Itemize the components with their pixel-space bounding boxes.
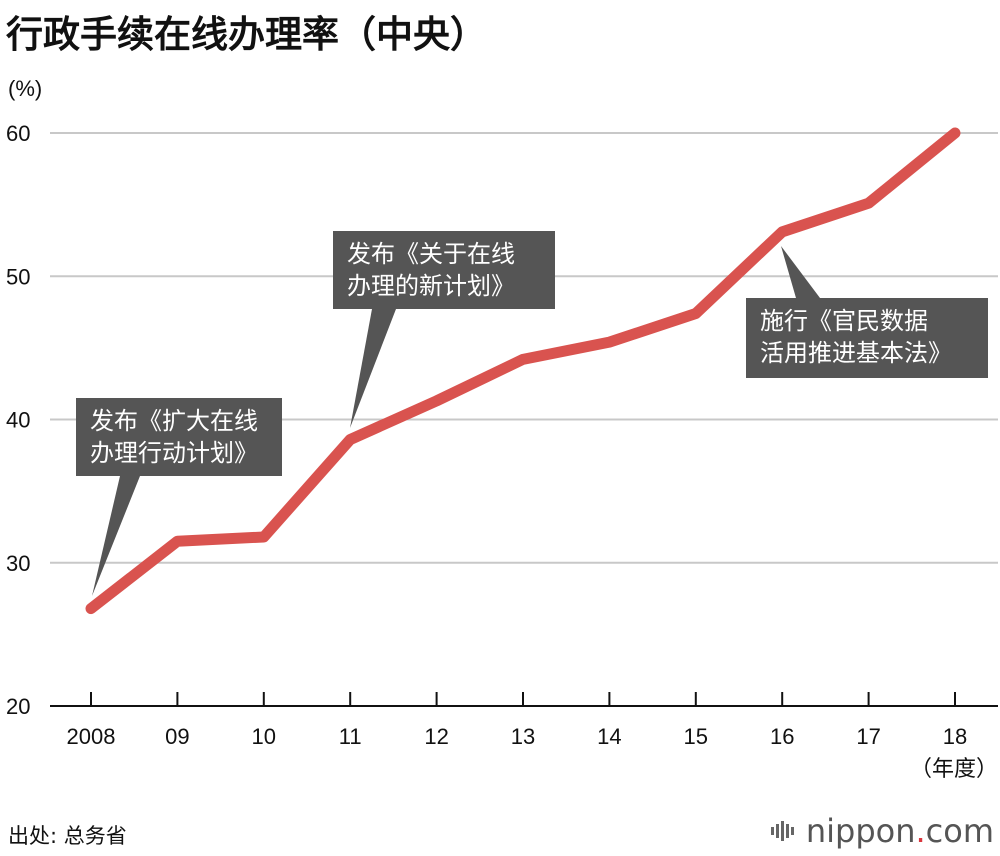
x-tick-label: 12: [424, 724, 448, 749]
brand-dot: .: [915, 812, 926, 850]
x-tick-label: 11: [339, 724, 362, 749]
x-tick-label: 2008: [67, 724, 116, 749]
brand-logo: nippon. com: [770, 812, 994, 850]
x-tick-label: 17: [856, 724, 880, 749]
chart-title: 行政手续在线办理率（中央）: [6, 13, 487, 56]
x-tick-label: 15: [684, 724, 708, 749]
callout-pointer: [781, 246, 820, 298]
y-tick-label: 50: [6, 264, 30, 289]
x-tick-label: 10: [252, 724, 276, 749]
callout-text: 发布《扩大在线: [90, 407, 258, 435]
brand-suffix: com: [925, 812, 994, 850]
callout-text: 施行《官民数据: [760, 307, 928, 335]
x-axis: 2008 09 10 11 12 13 14 15 16 17 18: [50, 692, 998, 749]
x-tick-label: 14: [597, 724, 621, 749]
x-tick-label: 13: [511, 724, 535, 749]
y-tick-label: 60: [6, 121, 30, 146]
annotations: 发布《扩大在线办理行动计划》发布《关于在线办理的新计划》施行《官民数据活用推进基…: [76, 231, 988, 596]
y-tick-labels: 20 30 40 50 60: [6, 121, 30, 719]
x-tick-label: 16: [770, 724, 794, 749]
source-note: 出处: 总务省: [8, 824, 127, 848]
callout-box: [746, 298, 988, 378]
x-axis-unit-label: （年度）: [910, 756, 998, 781]
y-tick-label: 40: [6, 408, 30, 433]
y-tick-label: 30: [6, 551, 30, 576]
callout-pointer: [92, 476, 140, 596]
callout-text: 活用推进基本法》: [760, 339, 952, 367]
callout-text: 办理行动计划》: [90, 439, 258, 467]
callout-text: 发布《关于在线: [347, 240, 515, 268]
series-line-path: [85, 127, 961, 615]
x-tick-label: 18: [943, 724, 967, 749]
callout-pointer: [350, 309, 396, 428]
x-tick-label: 09: [165, 724, 189, 749]
y-tick-label: 20: [6, 694, 30, 719]
series-line: [85, 127, 961, 615]
brand-name: nippon: [805, 812, 916, 850]
callout-box: [76, 398, 282, 476]
y-axis-unit-label: (%): [8, 76, 43, 101]
callout-text: 办理的新计划》: [347, 272, 515, 300]
callout-box: [333, 231, 555, 309]
nippon-logo-icon: [770, 821, 794, 841]
